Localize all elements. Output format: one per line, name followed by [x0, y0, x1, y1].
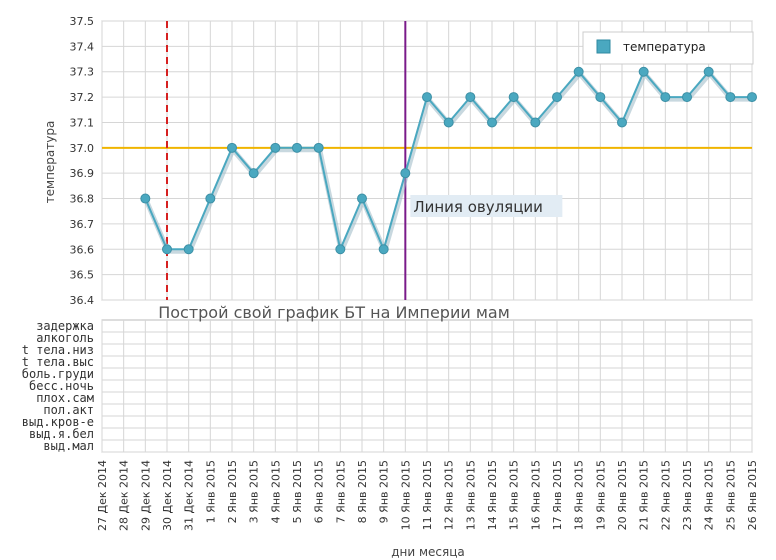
symptom-row-label: задержка: [36, 319, 94, 333]
data-point: [183, 244, 194, 255]
symptom-row-label: выд.мал: [43, 439, 94, 453]
symptom-row-label: бесс.ночь: [29, 379, 94, 393]
data-point: [617, 117, 627, 128]
data-point: [530, 117, 541, 128]
ovulation-label-bg: [410, 195, 563, 217]
y-tick-label: 36.8: [70, 193, 95, 206]
axes: 36.4 36.5 36.6 36.7 36.8 36.9 37.0 37.1 37.2 37.3…: [22, 15, 759, 531]
symptom-row-label: выд.кров-е: [22, 415, 94, 429]
data-point: [508, 92, 519, 103]
x-tick-label: 1 Янв 2015: [204, 460, 217, 523]
data-point: [205, 193, 216, 204]
x-axis-title: дни месяца: [391, 545, 465, 559]
data-point: [248, 168, 259, 179]
x-tick-label: 13 Янв 2015: [464, 460, 477, 530]
data-point: [400, 168, 411, 179]
data-point: [227, 142, 237, 153]
y-tick-label: 36.5: [70, 269, 95, 282]
x-tick-label: 5 Янв 2015: [291, 460, 304, 523]
data-point: [595, 92, 606, 103]
x-tick-label: 26 Янв 2015: [746, 460, 759, 530]
data-point: [552, 92, 562, 103]
data-point: [378, 244, 389, 255]
x-tick-label: 8 Янв 2015: [356, 460, 369, 523]
x-tick-label: 23 Янв 2015: [681, 460, 694, 530]
y-tick-label: 37.1: [70, 116, 95, 129]
x-tick-label: 12 Янв 2015: [443, 460, 456, 530]
symptom-row-label: пол.акт: [43, 403, 94, 417]
data-point: [487, 117, 497, 128]
data-point: [140, 193, 151, 204]
x-tick-label: 7 Янв 2015: [334, 460, 347, 523]
y-axis-title: температура: [43, 121, 57, 204]
x-tick-label: 17 Янв 2015: [551, 460, 564, 530]
x-tick-label: 27 Дек 2014: [96, 460, 109, 531]
data-point: [747, 92, 757, 103]
data-point: [638, 66, 649, 77]
data-point: [703, 66, 714, 77]
x-tick-label: 30 Дек 2014: [161, 460, 174, 531]
x-tick-label: 14 Янв 2015: [486, 460, 499, 530]
symptom-row-label: боль.груди: [22, 367, 94, 381]
x-tick-label: 9 Янв 2015: [378, 460, 391, 523]
data-point: [335, 244, 346, 255]
x-tick-label: 3 Янв 2015: [248, 460, 261, 523]
symptom-row-label: плох.сам: [36, 391, 94, 405]
x-tick-label: 2 Янв 2015: [226, 460, 239, 523]
x-tick-label: 21 Янв 2015: [638, 460, 651, 530]
data-point: [162, 244, 172, 255]
data-point: [573, 66, 584, 77]
y-tick-label: 37.2: [70, 91, 95, 104]
y-tick-label: 36.9: [70, 167, 95, 180]
symptom-row-label: выд.я.бел: [29, 427, 94, 441]
x-tick-label: 4 Янв 2015: [269, 460, 282, 523]
data-point: [357, 193, 367, 204]
x-tick-label: 20 Янв 2015: [616, 460, 629, 530]
y-tick-label: 37.0: [70, 142, 95, 155]
data-point: [443, 117, 454, 128]
data-point: [725, 92, 736, 103]
y-tick-label: 37.4: [70, 40, 95, 53]
legend-box: [582, 31, 754, 65]
y-tick-label: 36.6: [70, 243, 95, 256]
x-tick-label: 24 Янв 2015: [703, 460, 716, 530]
x-tick-label: 18 Янв 2015: [573, 460, 586, 530]
series-layer: [140, 66, 757, 255]
legend-swatch: [596, 39, 611, 54]
data-point: [270, 142, 281, 153]
data-point: [313, 142, 324, 153]
y-tick-label: 37.3: [70, 66, 95, 79]
x-tick-label: 10 Янв 2015: [399, 460, 412, 530]
legend: температура: [582, 31, 754, 65]
ovulation-label: Линия овуляции: [413, 198, 543, 216]
watermark: Построй свой график БТ на Империи мам: [158, 303, 510, 322]
x-tick-label: 16 Янв 2015: [529, 460, 542, 530]
symptom-row-label: t тела.выс: [22, 355, 94, 369]
data-point: [422, 92, 432, 103]
y-tick-label: 36.4: [70, 294, 95, 307]
x-tick-label: 19 Янв 2015: [594, 460, 607, 530]
x-tick-label: 22 Янв 2015: [659, 460, 672, 530]
data-point: [292, 142, 302, 153]
x-tick-label: 29 Дек 2014: [139, 460, 152, 531]
data-point: [682, 92, 692, 103]
symptom-row-label: t тела.низ: [22, 343, 94, 357]
x-tick-label: 11 Янв 2015: [421, 460, 434, 530]
legend-label: температура: [623, 40, 706, 54]
x-tick-label: 15 Янв 2015: [508, 460, 521, 530]
y-tick-label: 36.7: [70, 218, 95, 231]
data-point: [465, 92, 476, 103]
y-tick-label: 37.5: [70, 15, 95, 28]
data-point: [660, 92, 671, 103]
symptom-row-label: алкоголь: [36, 331, 94, 345]
x-tick-label: 31 Дек 2014: [183, 460, 196, 531]
x-tick-label: 28 Дек 2014: [118, 460, 131, 531]
x-tick-label: 6 Янв 2015: [313, 460, 326, 523]
x-tick-label: 25 Янв 2015: [724, 460, 737, 530]
